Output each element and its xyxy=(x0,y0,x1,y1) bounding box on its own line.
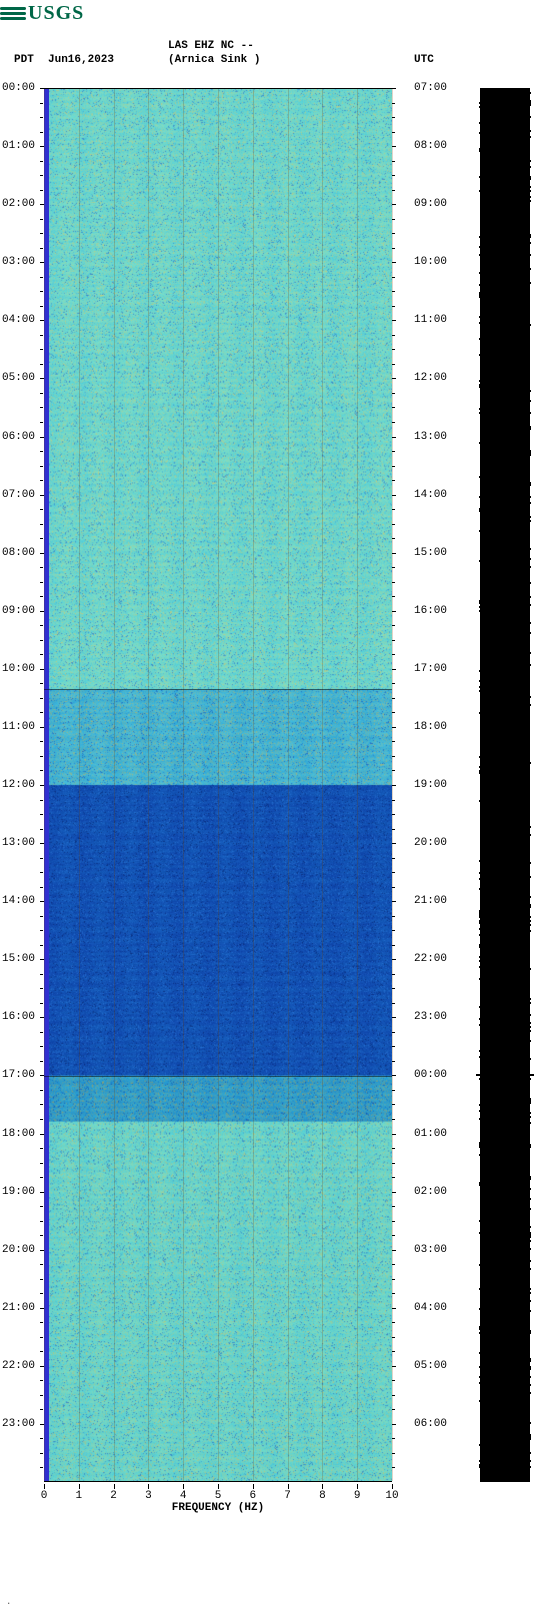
pdt-tick-label: 13:00 xyxy=(2,837,35,849)
utc-time-axis: 07:0008:0009:0010:0011:0012:0013:0014:00… xyxy=(392,88,456,1482)
tz-left-label: PDT xyxy=(14,54,34,66)
frequency-tick-label: 10 xyxy=(385,1490,398,1502)
utc-tick-label: 18:00 xyxy=(414,721,447,733)
pdt-tick-label: 04:00 xyxy=(2,314,35,326)
date-label: Jun16,2023 xyxy=(48,54,114,66)
frequency-tick-label: 1 xyxy=(75,1490,82,1502)
utc-tick-label: 03:00 xyxy=(414,1244,447,1256)
spectrogram-plot xyxy=(44,88,392,1482)
waveform-amplitude-strip xyxy=(480,88,530,1482)
utc-tick-label: 09:00 xyxy=(414,198,447,210)
pdt-tick-label: 21:00 xyxy=(2,1302,35,1314)
pdt-tick-label: 14:00 xyxy=(2,895,35,907)
utc-tick-label: 11:00 xyxy=(414,314,447,326)
utc-tick-label: 05:00 xyxy=(414,1360,447,1372)
utc-tick-label: 07:00 xyxy=(414,82,447,94)
frequency-tick-label: 7 xyxy=(284,1490,291,1502)
frequency-tick-label: 4 xyxy=(180,1490,187,1502)
utc-tick-label: 16:00 xyxy=(414,605,447,617)
pdt-tick-label: 15:00 xyxy=(2,953,35,965)
utc-tick-label: 06:00 xyxy=(414,1418,447,1430)
utc-tick-label: 22:00 xyxy=(414,953,447,965)
utc-tick-label: 17:00 xyxy=(414,663,447,675)
pdt-tick-label: 17:00 xyxy=(2,1069,35,1081)
usgs-logo-text: USGS xyxy=(28,2,84,25)
utc-tick-label: 21:00 xyxy=(414,895,447,907)
utc-tick-label: 02:00 xyxy=(414,1186,447,1198)
frequency-tick-label: 9 xyxy=(354,1490,361,1502)
frequency-tick-label: 3 xyxy=(145,1490,152,1502)
utc-tick-label: 08:00 xyxy=(414,140,447,152)
usgs-logo: USGS xyxy=(0,2,84,25)
spectrogram-canvas xyxy=(44,89,392,1481)
tz-right-label: UTC xyxy=(414,54,434,66)
pdt-time-axis: 00:0001:0002:0003:0004:0005:0006:0007:00… xyxy=(0,88,44,1482)
frequency-tick-label: 2 xyxy=(110,1490,117,1502)
pdt-tick-label: 01:00 xyxy=(2,140,35,152)
pdt-tick-label: 11:00 xyxy=(2,721,35,733)
pdt-tick-label: 20:00 xyxy=(2,1244,35,1256)
frequency-axis-title: FREQUENCY (HZ) xyxy=(44,1502,392,1514)
pdt-tick-label: 18:00 xyxy=(2,1128,35,1140)
station-line-1: LAS EHZ NC -- xyxy=(168,40,254,52)
frequency-tick-label: 6 xyxy=(249,1490,256,1502)
utc-tick-label: 15:00 xyxy=(414,547,447,559)
pdt-tick-label: 22:00 xyxy=(2,1360,35,1372)
pdt-tick-label: 23:00 xyxy=(2,1418,35,1430)
pdt-tick-label: 08:00 xyxy=(2,547,35,559)
footer-mark: . xyxy=(6,1597,11,1607)
utc-tick-label: 01:00 xyxy=(414,1128,447,1140)
pdt-tick-label: 07:00 xyxy=(2,489,35,501)
utc-tick-label: 13:00 xyxy=(414,431,447,443)
frequency-tick-label: 5 xyxy=(215,1490,222,1502)
station-line-2: (Arnica Sink ) xyxy=(168,54,260,66)
pdt-tick-label: 09:00 xyxy=(2,605,35,617)
pdt-tick-label: 05:00 xyxy=(2,372,35,384)
utc-tick-label: 00:00 xyxy=(414,1069,447,1081)
utc-tick-label: 20:00 xyxy=(414,837,447,849)
utc-tick-label: 04:00 xyxy=(414,1302,447,1314)
utc-tick-label: 10:00 xyxy=(414,256,447,268)
utc-tick-label: 14:00 xyxy=(414,489,447,501)
pdt-tick-label: 10:00 xyxy=(2,663,35,675)
pdt-tick-label: 00:00 xyxy=(2,82,35,94)
utc-tick-label: 19:00 xyxy=(414,779,447,791)
pdt-tick-label: 16:00 xyxy=(2,1011,35,1023)
utc-tick-label: 12:00 xyxy=(414,372,447,384)
frequency-tick-label: 8 xyxy=(319,1490,326,1502)
pdt-tick-label: 12:00 xyxy=(2,779,35,791)
pdt-tick-label: 03:00 xyxy=(2,256,35,268)
pdt-tick-label: 19:00 xyxy=(2,1186,35,1198)
pdt-tick-label: 06:00 xyxy=(2,431,35,443)
usgs-wave-icon xyxy=(0,5,26,23)
left-edge-band xyxy=(44,89,49,1481)
utc-tick-label: 23:00 xyxy=(414,1011,447,1023)
frequency-tick-label: 0 xyxy=(41,1490,48,1502)
pdt-tick-label: 02:00 xyxy=(2,198,35,210)
